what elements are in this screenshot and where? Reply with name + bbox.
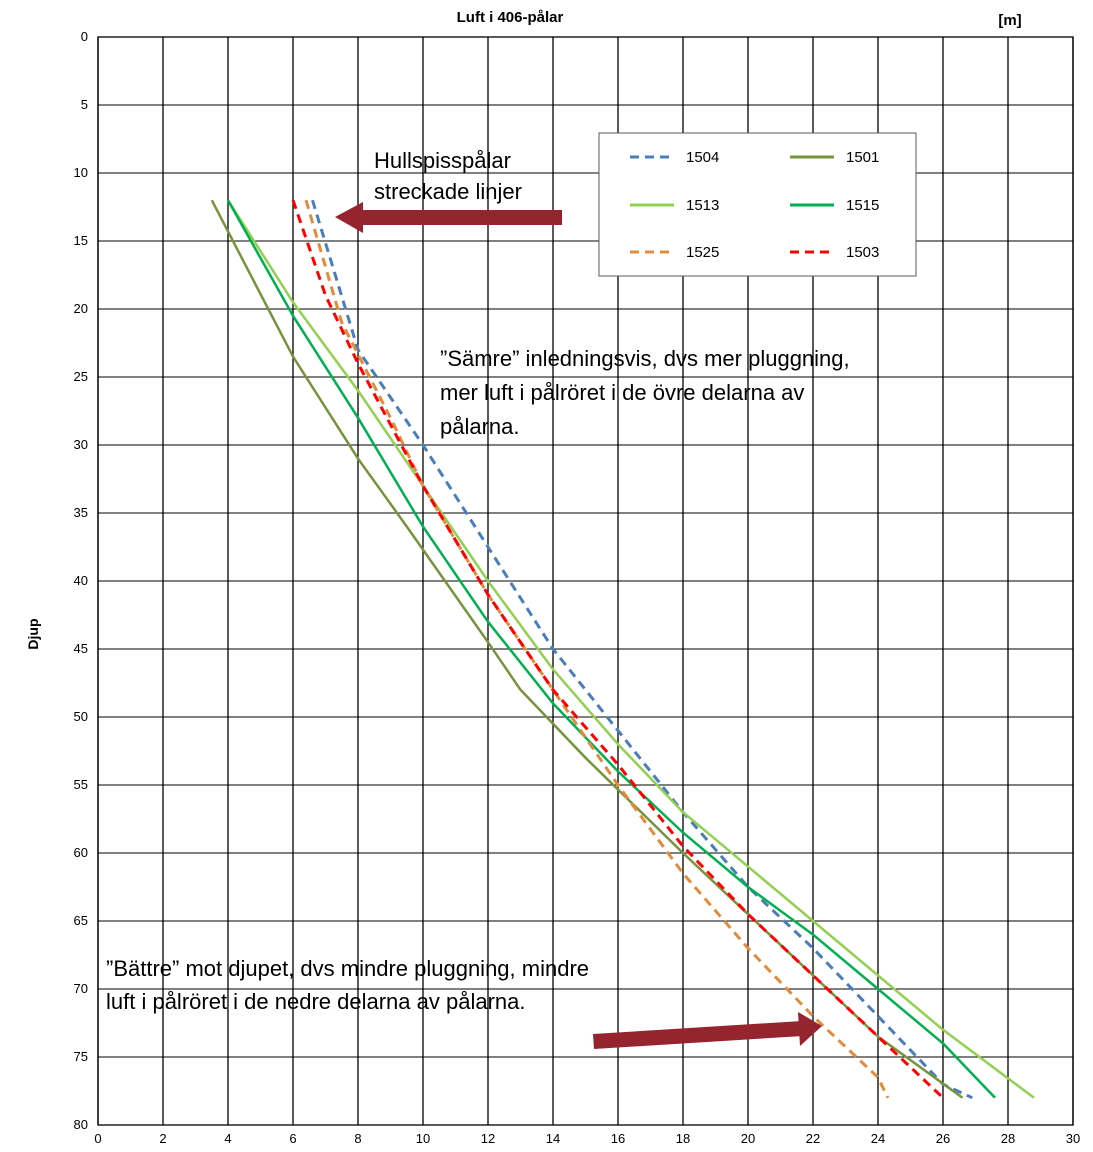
- y-tick-label-11: 55: [74, 777, 88, 792]
- series-line-1503: [291, 199, 945, 1099]
- y-tick-label-14: 70: [74, 981, 88, 996]
- x-tick-label-4: 8: [354, 1131, 361, 1146]
- annotation-hullspiss: Hullspisspålar streckade linjer: [335, 148, 562, 233]
- x-tick-label-13: 26: [936, 1131, 950, 1146]
- x-tick-label-6: 12: [481, 1131, 495, 1146]
- y-tick-label-6: 30: [74, 437, 88, 452]
- arrow-right-head: [798, 1012, 822, 1046]
- y-tick-label-5: 25: [74, 369, 88, 384]
- annotation-hullspiss-line1: Hullspisspålar: [374, 148, 511, 173]
- x-tick-label-15: 30: [1066, 1131, 1080, 1146]
- x-tick-label-3: 6: [289, 1131, 296, 1146]
- annotation-battre-line2: luft i pålröret i de nedre delarna av på…: [106, 989, 525, 1014]
- annotation-battre: ”Bättre” mot djupet, dvs mindre pluggnin…: [106, 956, 822, 1049]
- y-axis-label: Djup: [25, 618, 41, 649]
- x-tick-label-0: 0: [94, 1131, 101, 1146]
- series-line-1504: [311, 199, 973, 1100]
- annotation-hullspiss-line2: streckade linjer: [374, 179, 522, 204]
- arrow-right-shaft: [593, 1021, 803, 1049]
- arrow-right: [593, 1012, 822, 1049]
- x-tick-label-9: 18: [676, 1131, 690, 1146]
- x-tick-label-5: 10: [416, 1131, 430, 1146]
- x-tick-label-2: 4: [224, 1131, 231, 1146]
- y-tick-label-16: 80: [74, 1117, 88, 1132]
- x-tick-label-7: 14: [546, 1131, 560, 1146]
- y-tick-label-9: 45: [74, 641, 88, 656]
- annotation-samre: ”Sämre” inledningsvis, dvs mer pluggning…: [440, 346, 850, 439]
- x-tick-label-10: 20: [741, 1131, 755, 1146]
- series-line-1513: [226, 199, 1035, 1099]
- unit-label: [m]: [998, 12, 1021, 29]
- plot-frame: [97, 36, 1074, 1126]
- x-tick-label-1: 2: [159, 1131, 166, 1146]
- series-line-1515: [226, 199, 996, 1099]
- y-tick-label-2: 10: [74, 165, 88, 180]
- legend-label-1503: 1503: [846, 244, 879, 261]
- y-tick-label-15: 75: [74, 1049, 88, 1064]
- legend-label-1513: 1513: [686, 197, 719, 214]
- y-tick-label-0: 0: [81, 29, 88, 44]
- series-line-1501: [210, 199, 964, 1099]
- axis-ticks: 0 2 4 6 8 10 12 14 16 18 20 22 24 26 28 300510152025303…: [74, 29, 1081, 1146]
- legend-label-1504: 1504: [686, 149, 719, 166]
- legend-label-1515: 1515: [846, 197, 879, 214]
- annotation-samre-line1: ”Sämre” inledningsvis, dvs mer pluggning…: [440, 346, 850, 371]
- y-tick-label-3: 15: [74, 233, 88, 248]
- legend-label-1501: 1501: [846, 149, 879, 166]
- y-tick-label-10: 50: [74, 709, 88, 724]
- legend-label-1525: 1525: [686, 244, 719, 261]
- y-tick-label-8: 40: [74, 573, 88, 588]
- arrow-left-shaft: [360, 210, 562, 225]
- y-tick-label-1: 5: [81, 97, 88, 112]
- annotation-samre-line3: pålarna.: [440, 414, 520, 439]
- y-tick-label-4: 20: [74, 301, 88, 316]
- series-lines: [210, 199, 1035, 1100]
- x-tick-label-11: 22: [806, 1131, 820, 1146]
- arrow-left: [335, 202, 562, 233]
- legend-items: 1504 1501 1513 1515 1525 1503: [630, 149, 879, 261]
- y-tick-label-12: 60: [74, 845, 88, 860]
- series-line-1525: [304, 199, 890, 1099]
- annotation-samre-line2: mer luft i pålröret i de övre delarna av: [440, 380, 804, 405]
- y-tick-label-13: 65: [74, 913, 88, 928]
- annotation-battre-line1: ”Bättre” mot djupet, dvs mindre pluggnin…: [106, 956, 589, 981]
- chart-title: Luft i 406-pålar: [457, 9, 564, 26]
- x-tick-label-12: 24: [871, 1131, 885, 1146]
- arrow-left-head: [335, 202, 363, 233]
- x-tick-label-8: 16: [611, 1131, 625, 1146]
- y-tick-label-7: 35: [74, 505, 88, 520]
- x-tick-label-14: 28: [1001, 1131, 1015, 1146]
- legend: 1504 1501 1513 1515 1525 1503: [598, 132, 917, 277]
